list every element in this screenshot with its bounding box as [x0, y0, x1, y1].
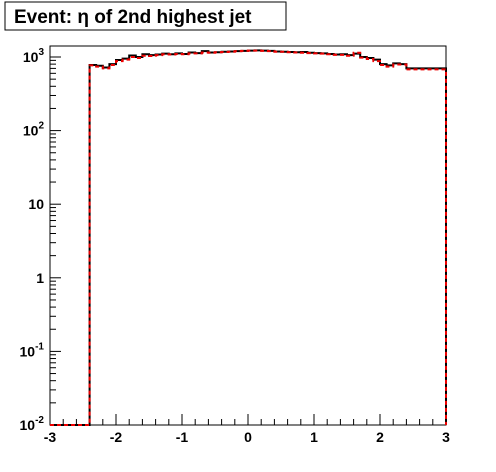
x-tick-label: -1: [176, 429, 189, 445]
y-tick-label: 103: [23, 47, 45, 65]
plot-frame: [49, 45, 447, 426]
x-tick-label: 1: [310, 429, 318, 445]
x-tick-label: 2: [376, 429, 384, 445]
series-red-dashed-histogram: [50, 49, 447, 426]
y-tick-label: 10-1: [20, 341, 45, 359]
y-axis: 10-2 10-1 1 10 102 103: [20, 47, 61, 433]
y-tick-label: 10: [28, 196, 44, 212]
x-tick-label: -3: [44, 429, 57, 445]
y-tick-label: 102: [23, 121, 45, 139]
x-tick-label: -2: [110, 429, 123, 445]
title-box: Event: η of 2nd highest jet: [4, 1, 287, 31]
x-tick-label: 3: [442, 429, 450, 445]
series-layer: [50, 49, 447, 426]
title-frame: [4, 1, 287, 31]
x-axis: -3 -2 -1 0 1 2 3: [44, 414, 450, 445]
y-tick-label: 1: [36, 270, 44, 286]
y-tick-label: 10-2: [20, 415, 45, 433]
x-tick-label: 0: [244, 429, 252, 445]
chart-title: Event: η of 2nd highest jet: [14, 7, 252, 28]
